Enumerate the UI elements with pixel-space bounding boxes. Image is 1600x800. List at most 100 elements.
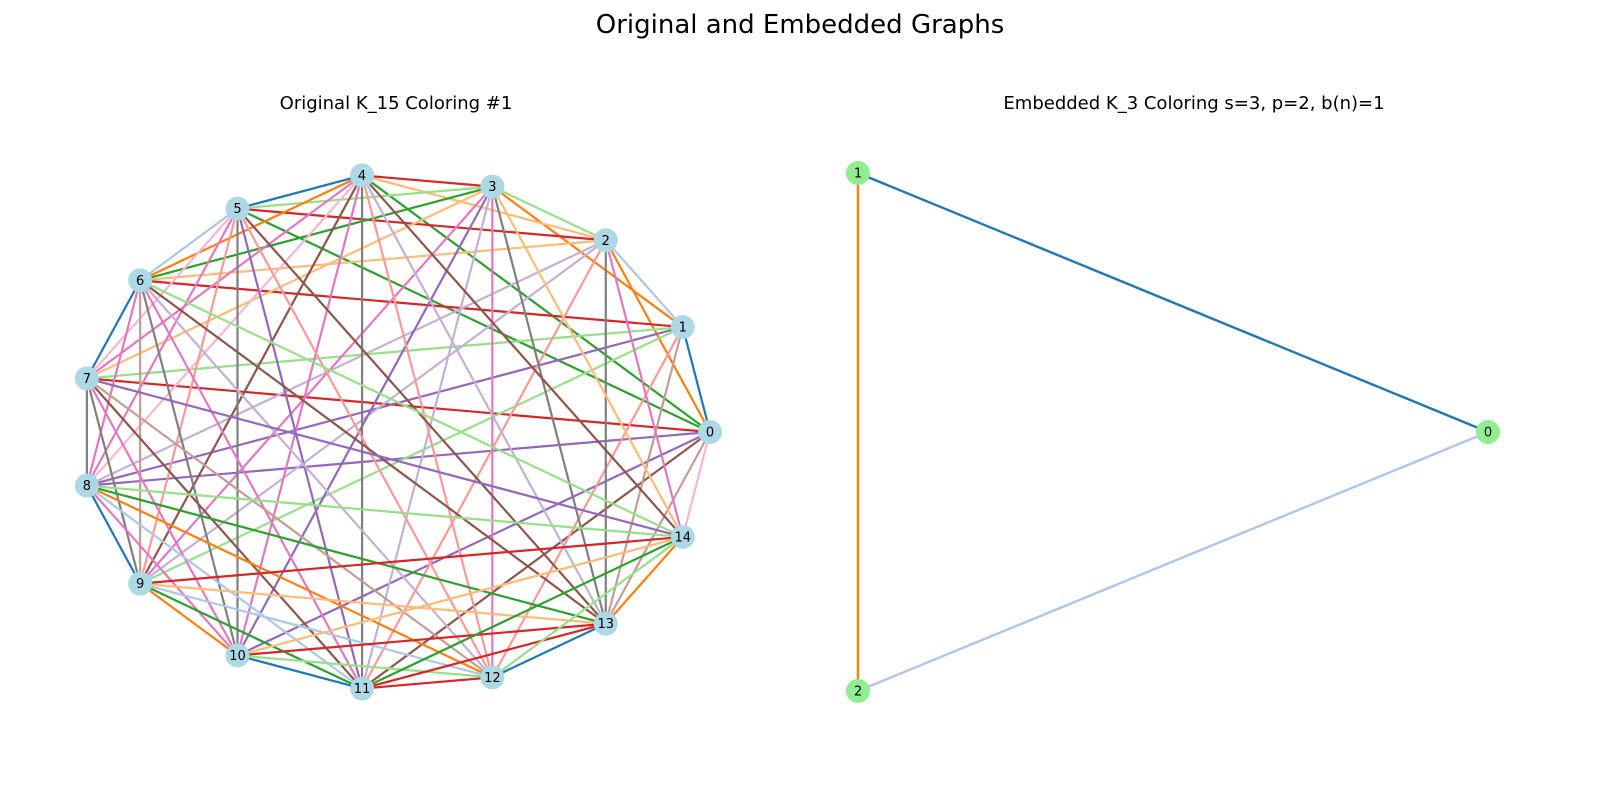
edge-1-6: [140, 279, 683, 329]
edge-7-12: [86, 377, 493, 679]
edge-8-11: [86, 484, 363, 690]
edge-6-14: [139, 279, 684, 538]
embedded-node-2: 2: [846, 679, 870, 703]
embedded-node-label-0: 0: [1484, 426, 1492, 441]
edge-5-9: [139, 208, 239, 584]
embedded-node-0: 0: [1476, 420, 1500, 444]
edge-10-12: [237, 654, 493, 679]
edge-6-13: [139, 279, 607, 625]
edge-9-12: [139, 582, 493, 679]
edge-0-2: [604, 239, 711, 433]
node-5: 5: [225, 196, 250, 221]
edge-2-3: [491, 185, 607, 242]
embedded-node-label-2: 2: [854, 685, 862, 700]
edge-7-11: [86, 377, 363, 690]
node-9: 9: [128, 571, 153, 596]
edge-0-5: [237, 207, 711, 433]
node-label-14: 14: [674, 530, 691, 545]
node-2: 2: [593, 228, 618, 253]
embedded-node-label-1: 1: [854, 167, 862, 182]
edge-6-7: [85, 279, 142, 379]
edge-2-14: [604, 239, 684, 538]
edge-4-10: [236, 175, 364, 656]
edge-8-9: [85, 485, 142, 585]
edge-12-14: [491, 536, 684, 679]
right-graph-nodes: 0 1 2: [846, 161, 1500, 703]
edge-2-8: [86, 239, 607, 487]
node-label-13: 13: [598, 617, 615, 632]
edge-3-7: [86, 185, 493, 380]
node-4: 4: [350, 163, 375, 188]
node-13: 13: [593, 611, 618, 636]
node-0: 0: [698, 420, 722, 444]
edge-5-8: [85, 208, 239, 487]
edge-1-3: [491, 185, 684, 328]
edge-4-13: [361, 174, 607, 625]
node-label-0: 0: [706, 426, 714, 441]
embedded-node-1: 1: [846, 161, 870, 185]
edge-0-10: [237, 431, 711, 657]
edge-14-0: [681, 431, 712, 538]
node-label-3: 3: [488, 180, 496, 195]
edge-0-1: [681, 326, 712, 433]
edge-8-12: [86, 484, 493, 679]
edge-4-5: [237, 174, 363, 210]
edge-3-4: [361, 174, 493, 188]
edge-3-5: [237, 185, 493, 210]
edge-2-5: [237, 207, 606, 242]
edge-6-8: [85, 280, 142, 486]
edge-3-13: [491, 186, 607, 625]
node-label-5: 5: [233, 202, 241, 217]
edge-6-10: [139, 280, 239, 656]
edge-0-4: [361, 174, 711, 433]
edge-3-9: [139, 185, 494, 585]
edge-1-2: [604, 239, 684, 328]
node-14: 14: [670, 524, 695, 549]
edge-9-13: [140, 582, 606, 625]
edge-2-6: [140, 239, 606, 282]
edge-6-11: [139, 279, 364, 690]
left-panel-title: Original K_15 Coloring #1: [279, 93, 513, 114]
node-3: 3: [480, 174, 505, 199]
edge-9-14: [140, 535, 683, 585]
edge-2-11: [361, 239, 607, 690]
edge-10-14: [237, 535, 684, 657]
edge-5-13: [236, 207, 607, 625]
edge-11-13: [361, 622, 607, 690]
edge-8-10: [86, 484, 239, 657]
node-12: 12: [480, 665, 505, 690]
edge-0-13: [604, 431, 711, 625]
edge-5-6: [139, 207, 239, 282]
embedded-edge-0-2: [857, 430, 1489, 693]
node-8: 8: [74, 473, 99, 498]
edge-4-8: [86, 174, 363, 487]
edge-1-13: [604, 326, 684, 625]
edge-7-14: [86, 377, 684, 539]
edge-0-8: [86, 430, 711, 487]
node-1: 1: [670, 315, 695, 340]
edge-5-11: [236, 208, 364, 689]
left-graph-edges: [85, 174, 712, 690]
node-label-12: 12: [484, 671, 501, 686]
edge-8-14: [86, 484, 683, 539]
node-label-1: 1: [679, 321, 687, 336]
edge-1-7: [86, 325, 683, 380]
node-label-6: 6: [136, 274, 144, 289]
edge-11-14: [361, 535, 684, 690]
right-panel-title: Embedded K_3 Coloring s=3, p=2, b(n)=1: [1003, 93, 1385, 114]
right-graph-edges: [856, 171, 1489, 693]
embedded-edge-0-1: [857, 171, 1489, 434]
edge-7-10: [85, 377, 239, 656]
figure-title: Original and Embedded Graphs: [595, 10, 1005, 40]
edge-13-14: [604, 536, 684, 625]
edge-3-6: [139, 185, 493, 282]
edge-9-10: [139, 582, 239, 657]
node-label-4: 4: [358, 169, 366, 184]
edge-11-12: [361, 676, 493, 690]
node-label-8: 8: [83, 479, 91, 494]
edge-9-11: [139, 582, 363, 690]
edge-10-11: [237, 654, 363, 690]
node-label-9: 9: [136, 577, 144, 592]
node-label-7: 7: [83, 372, 91, 387]
